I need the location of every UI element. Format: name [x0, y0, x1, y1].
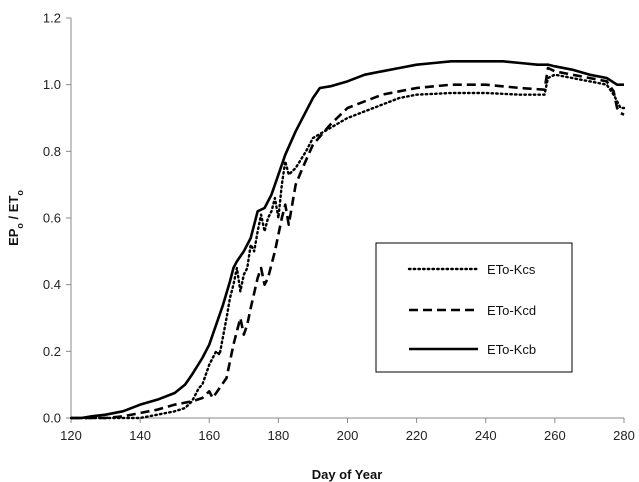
y-axis-title: EPo / ETo — [6, 190, 25, 246]
x-tick-label: 140 — [129, 428, 151, 443]
y-tick-label: 0.8 — [43, 144, 61, 159]
series-lines — [69, 60, 626, 420]
legend-box — [375, 242, 573, 373]
y-tick-label: 1.0 — [43, 77, 61, 92]
legend: ETo-Kcs ETo-Kcd ETo-Kcb — [375, 242, 573, 373]
y-axis-title-part: EP — [6, 228, 21, 246]
y-tick-label: 0.0 — [43, 411, 61, 426]
x-tick-label: 280 — [613, 428, 635, 443]
series-line-eto-kcd — [71, 66, 625, 420]
x-tick-label: 220 — [406, 428, 428, 443]
series-line-eto-kcb — [71, 60, 624, 420]
x-tick-label: 200 — [337, 428, 359, 443]
y-tick-label: 0.4 — [43, 277, 61, 292]
x-tick-label: 160 — [198, 428, 220, 443]
y-tick-label: 0.6 — [43, 211, 61, 226]
x-tick-label: 120 — [60, 428, 82, 443]
legend-label: ETo-Kcd — [487, 303, 536, 318]
legend-label: ETo-Kcs — [487, 262, 536, 277]
y-axis-title-part: ET — [6, 196, 21, 213]
y-axis-title-subscript: o — [15, 190, 25, 196]
y-axis-title-subscript: o — [15, 223, 25, 229]
y-tick-label: 0.2 — [43, 344, 61, 359]
x-tick-label: 260 — [544, 428, 566, 443]
axes: 0.0 0.2 0.4 0.6 0.8 1.0 1.2 120 140 160 180 200 220 2… — [43, 11, 635, 444]
x-tick-label: 240 — [475, 428, 497, 443]
y-tick-label: 1.2 — [43, 11, 61, 26]
legend-label: ETo-Kcb — [487, 342, 536, 357]
x-tick-label: 180 — [268, 428, 290, 443]
series-line-eto-kcs — [69, 73, 626, 420]
x-axis-title: Day of Year — [312, 467, 383, 482]
y-axis-title-part: / — [6, 212, 21, 223]
